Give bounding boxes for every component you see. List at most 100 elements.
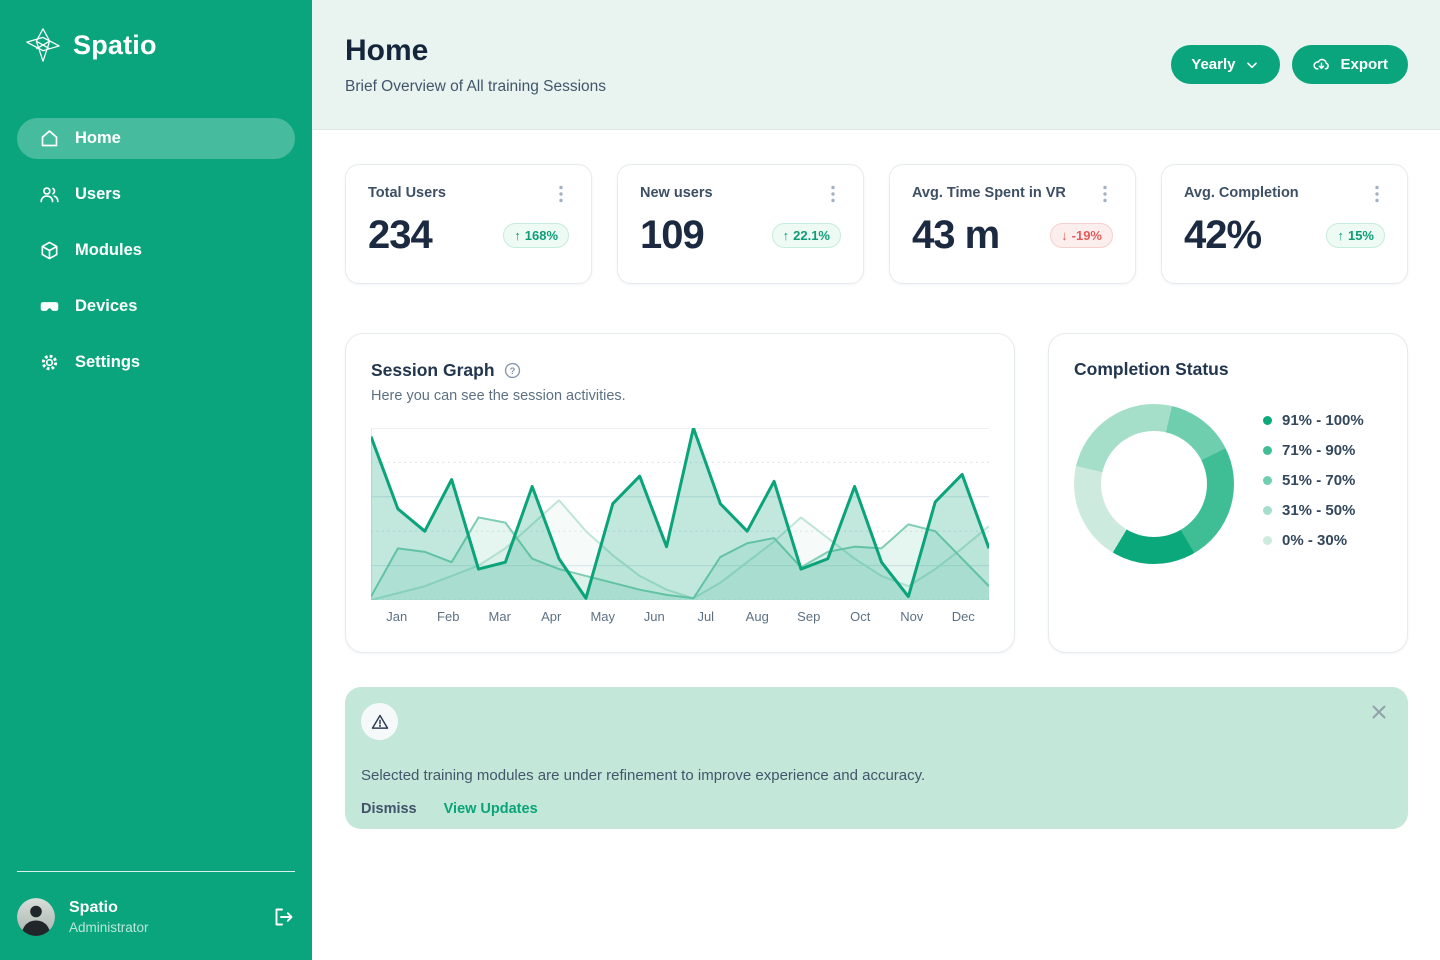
- vr-headset-icon: [39, 296, 60, 317]
- legend-item: 51% - 70%: [1263, 472, 1364, 489]
- x-tick: Jan: [386, 609, 408, 624]
- stat-card-total-users: Total Users 234 ↑ 168%: [345, 164, 592, 284]
- sidebar-profile: Spatio Administrator: [17, 871, 295, 936]
- sidebar-item-home[interactable]: Home: [17, 118, 295, 159]
- content: Total Users 234 ↑ 168% New users 109: [312, 130, 1440, 829]
- x-tick: Aug: [745, 609, 769, 624]
- stat-title: New users: [640, 185, 713, 201]
- session-graph-title: Session Graph: [371, 360, 495, 380]
- stat-title: Total Users: [368, 185, 446, 201]
- header-actions: Yearly Export: [1171, 45, 1408, 84]
- session-graph-subtitle: Here you can see the session activities.: [371, 388, 626, 404]
- stat-value: 43 m: [912, 213, 1000, 257]
- close-icon[interactable]: [1370, 703, 1388, 721]
- sidebar-nav: Home Users Modules Devices: [17, 118, 295, 871]
- stat-value: 42%: [1184, 213, 1262, 257]
- avatar: [17, 898, 55, 936]
- sidebar-item-modules[interactable]: Modules: [17, 230, 295, 271]
- trend-arrow-icon: ↑: [782, 228, 790, 243]
- legend-dot: [1263, 446, 1272, 455]
- x-tick: Feb: [437, 609, 460, 624]
- home-icon: [39, 128, 60, 149]
- x-tick: Oct: [850, 609, 871, 624]
- kebab-menu-icon[interactable]: [553, 185, 569, 203]
- stat-value: 234: [368, 213, 433, 257]
- stat-card-avg-completion: Avg. Completion 42% ↑ 15%: [1161, 164, 1408, 284]
- trend-arrow-icon: ↑: [1337, 228, 1344, 243]
- legend-item: 71% - 90%: [1263, 442, 1364, 459]
- sidebar-item-label: Modules: [75, 241, 142, 259]
- view-updates-link[interactable]: View Updates: [443, 801, 538, 817]
- trend-badge: ↑ 168%: [503, 223, 569, 248]
- page-title: Home: [345, 33, 429, 67]
- profile-role: Administrator: [69, 920, 149, 935]
- session-chart: Jan Feb Mar Apr May Jun Jul Aug Sep Oct …: [371, 428, 989, 624]
- sidebar-item-settings[interactable]: Settings: [17, 342, 295, 383]
- sidebar-item-label: Users: [75, 185, 121, 203]
- logo-text: Spatio: [73, 29, 157, 60]
- session-graph-card: Session Graph ? Here you can see the ses…: [345, 333, 1015, 653]
- stat-value: 109: [640, 213, 705, 257]
- x-tick: Sep: [797, 609, 821, 624]
- cube-icon: [39, 240, 60, 261]
- stats-row: Total Users 234 ↑ 168% New users 109: [345, 164, 1408, 284]
- session-chart-svg: [371, 428, 989, 600]
- kebab-menu-icon[interactable]: [825, 185, 841, 203]
- legend-dot: [1263, 476, 1272, 485]
- main-area: Home Brief Overview of All training Sess…: [312, 0, 1440, 960]
- trend-arrow-icon: ↓: [1061, 228, 1068, 243]
- gear-icon: [39, 352, 60, 373]
- logout-icon[interactable]: [271, 905, 295, 929]
- trend-badge: ↑ 22.1%: [771, 223, 841, 248]
- stat-title: Avg. Completion: [1184, 185, 1299, 201]
- sidebar-item-label: Settings: [75, 353, 141, 371]
- legend-item: 31% - 50%: [1263, 502, 1364, 519]
- legend-dot: [1263, 506, 1272, 515]
- completion-status-card: Completion Status 91% - 100% 71% - 90% 5…: [1048, 333, 1408, 653]
- x-tick: Nov: [900, 609, 924, 624]
- stat-card-avg-time: Avg. Time Spent in VR 43 m ↓ -19%: [889, 164, 1136, 284]
- kebab-menu-icon[interactable]: [1369, 185, 1385, 203]
- trend-badge: ↑ 15%: [1326, 223, 1385, 248]
- period-dropdown-label: Yearly: [1191, 56, 1236, 73]
- x-tick: Jun: [643, 609, 665, 624]
- profile-name: Spatio: [69, 899, 118, 916]
- cloud-download-icon: [1313, 58, 1330, 70]
- legend-dot: [1263, 416, 1272, 425]
- legend-dot: [1263, 536, 1272, 545]
- x-axis-labels: Jan Feb Mar Apr May Jun Jul Aug Sep Oct …: [371, 609, 989, 624]
- page-header: Home Brief Overview of All training Sess…: [312, 0, 1440, 130]
- kebab-menu-icon[interactable]: [1097, 185, 1113, 203]
- users-icon: [39, 184, 60, 205]
- x-tick: Mar: [488, 609, 511, 624]
- completion-donut-chart: [1074, 404, 1234, 564]
- spatio-logo-icon: [26, 28, 60, 62]
- export-button-label: Export: [1340, 56, 1388, 73]
- sidebar-item-users[interactable]: Users: [17, 174, 295, 215]
- x-tick: Dec: [951, 609, 975, 624]
- chevron-down-icon: [1247, 62, 1258, 68]
- sidebar-item-label: Home: [75, 129, 121, 147]
- export-button[interactable]: Export: [1292, 45, 1408, 84]
- period-dropdown[interactable]: Yearly: [1171, 45, 1281, 84]
- stat-card-new-users: New users 109 ↑ 22.1%: [617, 164, 864, 284]
- legend-item: 0% - 30%: [1263, 532, 1364, 549]
- sidebar: Spatio Home Users Modules: [0, 0, 312, 960]
- stat-title: Avg. Time Spent in VR: [912, 185, 1066, 201]
- banner-message: Selected training modules are under refi…: [361, 767, 926, 784]
- svg-text:?: ?: [509, 366, 515, 376]
- warning-icon: [371, 714, 388, 729]
- sidebar-item-label: Devices: [75, 297, 138, 315]
- completion-legend: 91% - 100% 71% - 90% 51% - 70% 31% - 50%…: [1263, 412, 1364, 562]
- trend-badge: ↓ -19%: [1050, 223, 1113, 248]
- sidebar-item-devices[interactable]: Devices: [17, 286, 295, 327]
- completion-status-title: Completion Status: [1074, 359, 1229, 379]
- notification-banner: Selected training modules are under refi…: [345, 687, 1408, 829]
- x-tick: Jul: [697, 609, 715, 624]
- x-tick: May: [590, 609, 616, 624]
- help-icon[interactable]: ?: [504, 362, 521, 379]
- dismiss-button[interactable]: Dismiss: [361, 801, 417, 817]
- x-tick: Apr: [541, 609, 562, 624]
- warning-icon-circle: [361, 703, 398, 740]
